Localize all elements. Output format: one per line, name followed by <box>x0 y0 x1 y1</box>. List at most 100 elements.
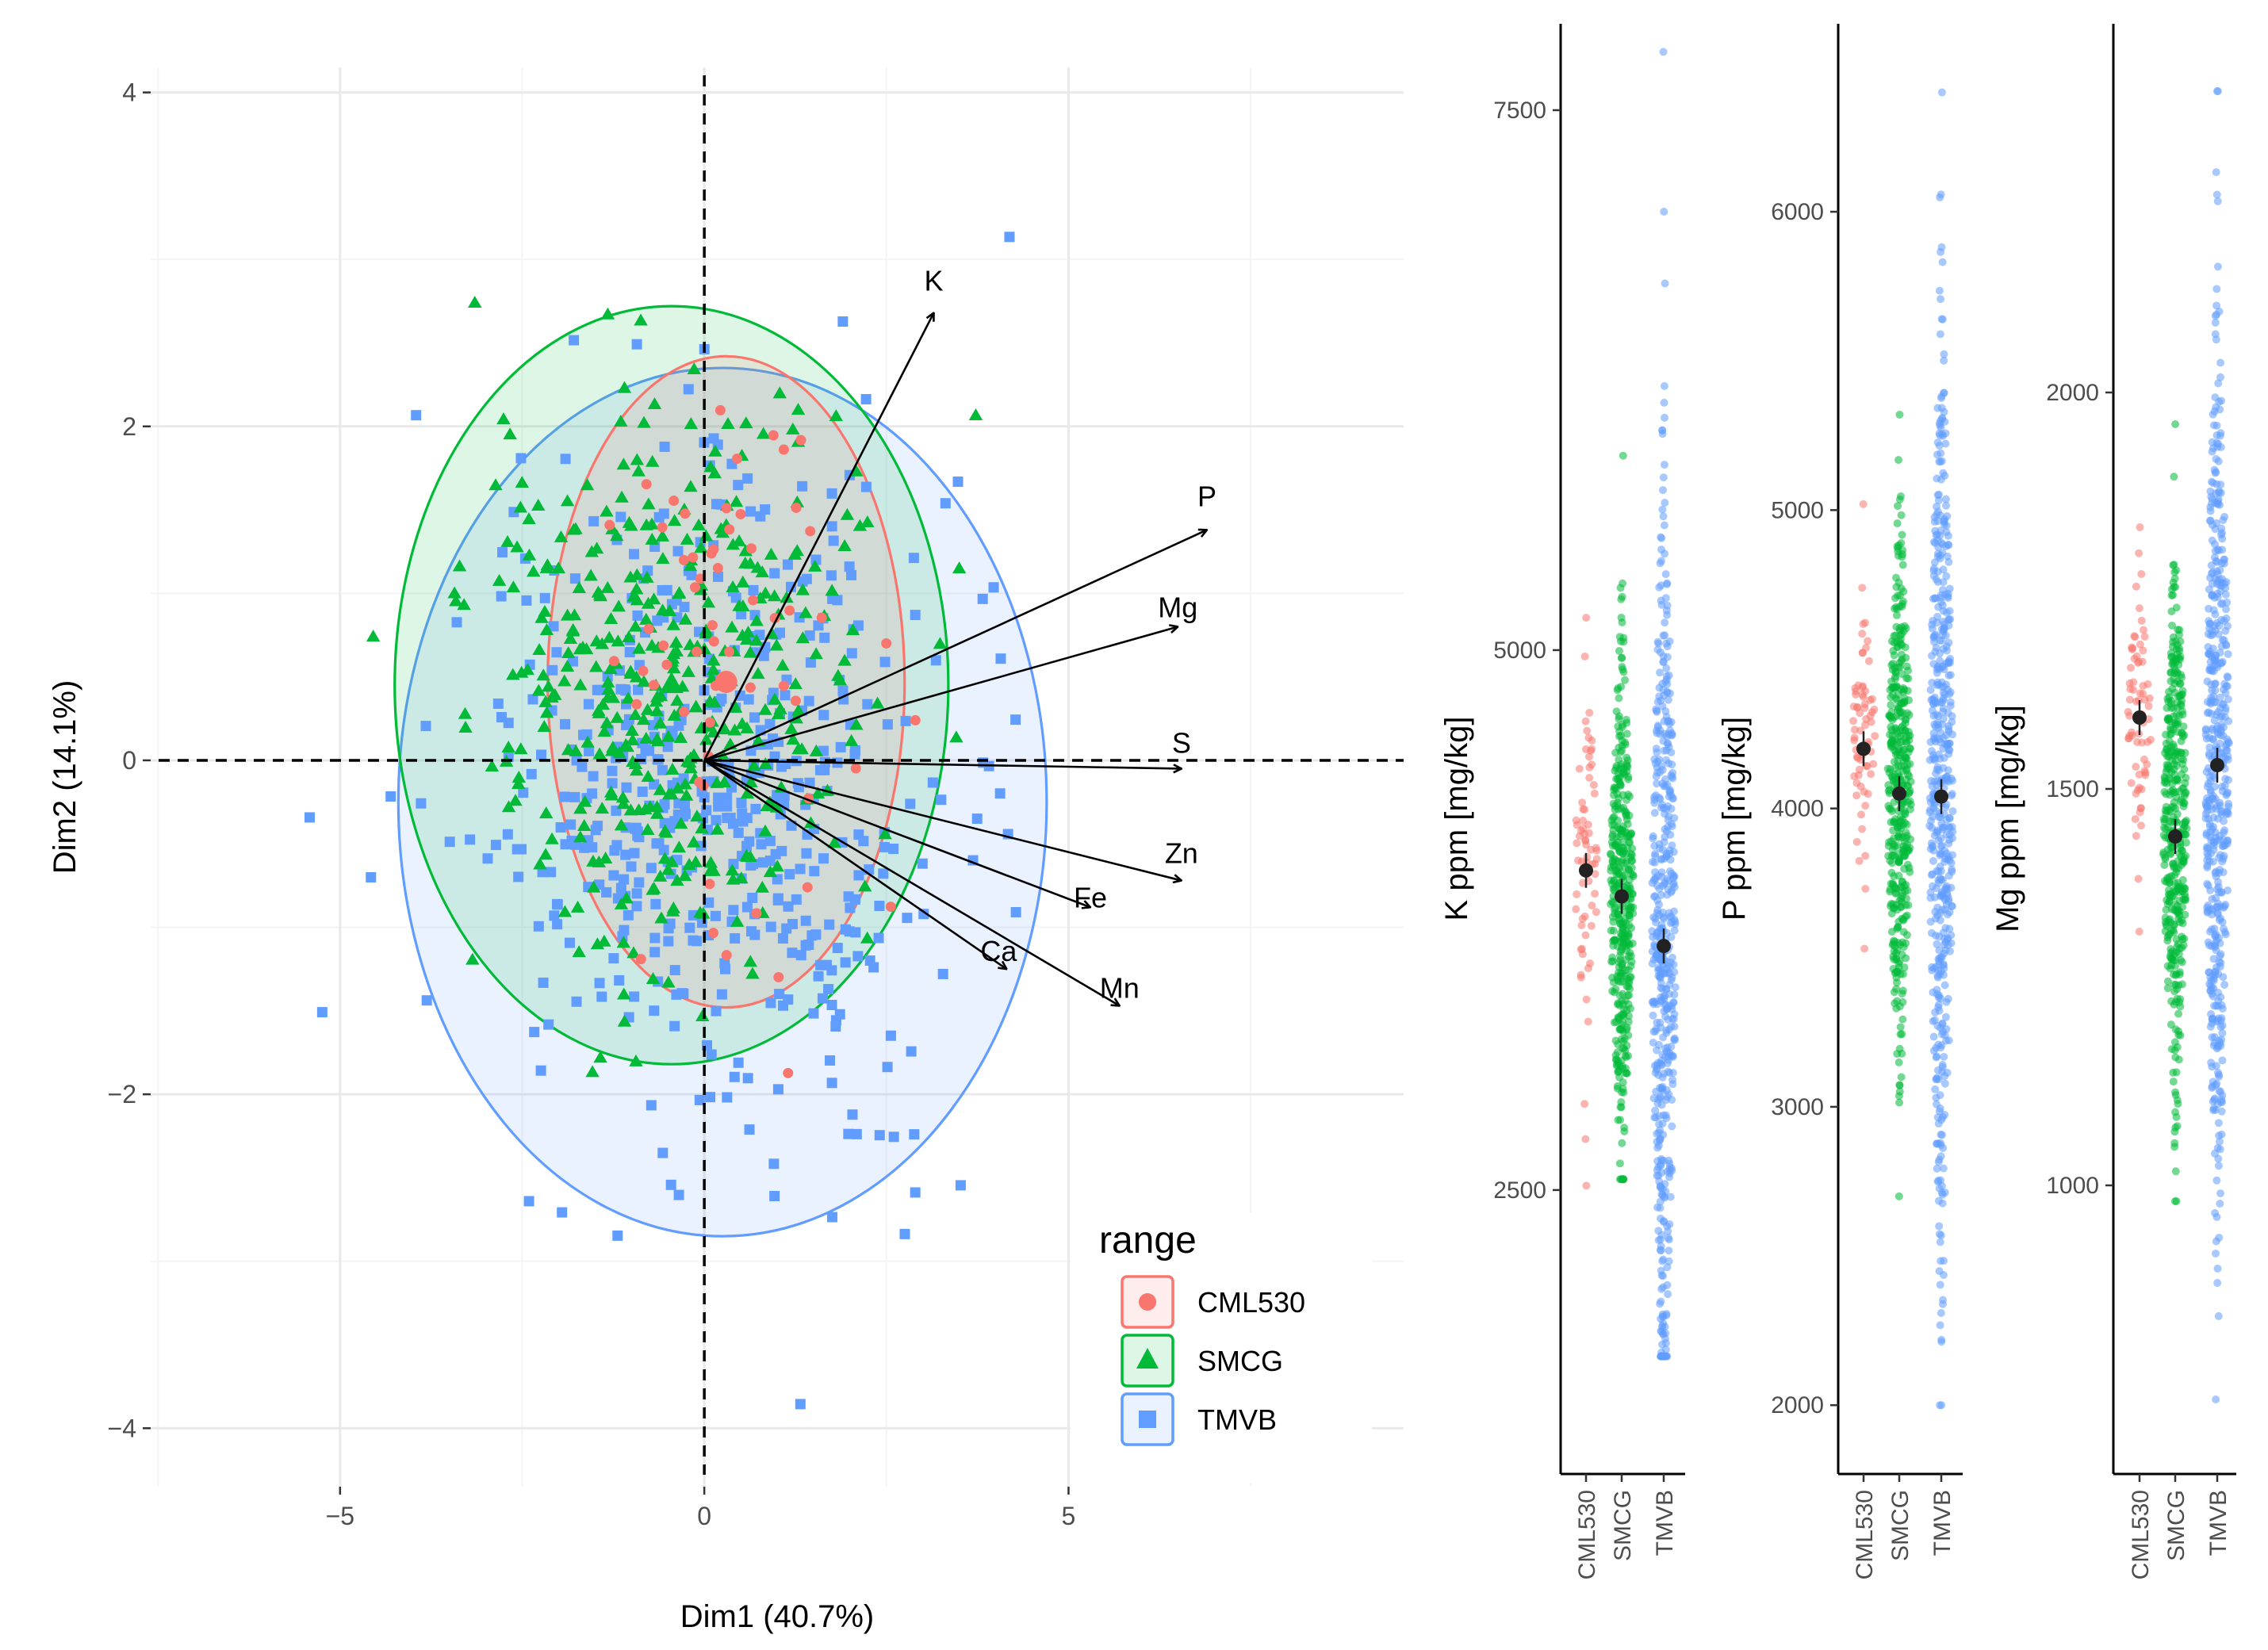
point-smcg <box>2182 838 2190 847</box>
point-smcg <box>561 743 576 756</box>
point-smcg <box>2174 981 2183 990</box>
point-tmvb <box>2209 841 2218 850</box>
point-cml530 <box>1587 921 1596 930</box>
point-tmvb <box>719 963 730 974</box>
point-tmvb <box>1652 951 1661 960</box>
point-smcg <box>452 559 467 572</box>
point-tmvb <box>1933 940 1941 948</box>
point-tmvb <box>809 866 820 877</box>
point-smcg <box>707 695 722 708</box>
point-tmvb <box>1948 902 1956 910</box>
point-tmvb <box>1661 833 1669 841</box>
point-smcg <box>674 817 688 829</box>
point-cml530 <box>695 573 706 584</box>
point-tmvb <box>1936 754 1944 763</box>
point-tmvb <box>1944 557 1953 566</box>
point-smcg <box>638 802 653 815</box>
point-tmvb <box>1940 949 1948 958</box>
point-smcg <box>672 840 687 853</box>
point-tmvb <box>795 1399 806 1410</box>
point-tmvb <box>2213 262 2222 271</box>
point-tmvb <box>2213 546 2222 554</box>
point-tmvb <box>1935 932 1944 941</box>
point-smcg <box>580 478 595 491</box>
point-tmvb <box>873 932 884 944</box>
point-tmvb <box>747 892 758 903</box>
point-tmvb <box>1649 834 1657 843</box>
point-smcg <box>849 718 864 730</box>
point-tmvb <box>1651 849 1660 858</box>
point-tmvb <box>783 901 794 912</box>
point-tmvb <box>2213 1143 2222 1152</box>
mean-tmvb <box>1657 939 1671 954</box>
point-tmvb <box>930 655 941 666</box>
point-smcg <box>620 740 634 752</box>
point-smcg <box>1619 579 1627 588</box>
point-tmvb <box>1936 851 1944 859</box>
point-tmvb <box>1940 1257 1948 1265</box>
point-smcg <box>703 856 718 868</box>
point-tmvb <box>1664 1067 1672 1076</box>
point-tmvb <box>1656 932 1665 941</box>
point-tmvb <box>1937 1335 1946 1344</box>
point-tmvb <box>592 821 603 832</box>
point-smcg <box>786 422 800 435</box>
point-tmvb <box>1941 1013 1950 1021</box>
point-cml530 <box>1591 890 1599 898</box>
point-tmvb <box>2217 581 2226 590</box>
point-smcg <box>743 645 757 658</box>
point-smcg <box>653 869 668 882</box>
point-smcg <box>630 453 645 465</box>
point-tmvb <box>672 546 684 557</box>
point-tmvb <box>1649 932 1657 941</box>
point-smcg <box>2174 1009 2183 1018</box>
point-cml530 <box>768 430 779 441</box>
point-cml530 <box>604 519 615 530</box>
point-smcg <box>1616 955 1625 964</box>
point-tmvb <box>694 1094 705 1105</box>
point-smcg <box>2169 591 2178 599</box>
point-smcg <box>646 882 660 895</box>
point-smcg <box>2164 763 2173 771</box>
point-tmvb <box>1659 1218 1668 1227</box>
point-smcg <box>1900 852 1909 860</box>
point-tmvb <box>1663 653 1672 661</box>
point-tmvb <box>1657 890 1665 899</box>
point-smcg <box>653 689 669 702</box>
point-tmvb <box>2221 626 2230 635</box>
y-axis-title: Dim2 (14.1%) <box>48 680 82 875</box>
point-tmvb <box>569 791 580 802</box>
point-tmvb <box>2221 590 2230 599</box>
point-cml530 <box>1581 931 1590 940</box>
point-tmvb <box>1657 1271 1666 1280</box>
point-tmvb <box>653 838 665 849</box>
point-tmvb <box>1668 886 1676 895</box>
point-smcg <box>537 719 551 732</box>
point-tmvb <box>706 1049 717 1060</box>
point-smcg <box>567 608 582 621</box>
point-smcg <box>614 818 629 831</box>
point-tmvb <box>1938 1190 1947 1199</box>
point-tmvb <box>552 919 563 930</box>
point-tmvb <box>571 996 582 1007</box>
point-tmvb <box>795 863 806 875</box>
point-tmvb <box>1653 1129 1661 1138</box>
point-cml530 <box>2135 549 2143 557</box>
point-smcg <box>1607 926 1615 935</box>
point-smcg <box>532 642 546 655</box>
point-tmvb <box>1933 1052 1941 1061</box>
loading-label-s: S <box>1172 726 1191 759</box>
point-smcg <box>721 416 735 429</box>
point-smcg <box>2182 773 2190 782</box>
point-tmvb <box>1940 981 1949 990</box>
point-smcg <box>572 945 586 958</box>
point-smcg <box>687 748 701 760</box>
point-smcg <box>677 869 692 882</box>
point-tmvb <box>1658 505 1667 514</box>
legend-symbol-smcg <box>1136 1348 1159 1369</box>
point-tmvb <box>2218 842 2227 851</box>
point-tmvb <box>1661 279 1669 288</box>
point-smcg <box>661 863 676 875</box>
point-tmvb <box>2216 405 2224 414</box>
